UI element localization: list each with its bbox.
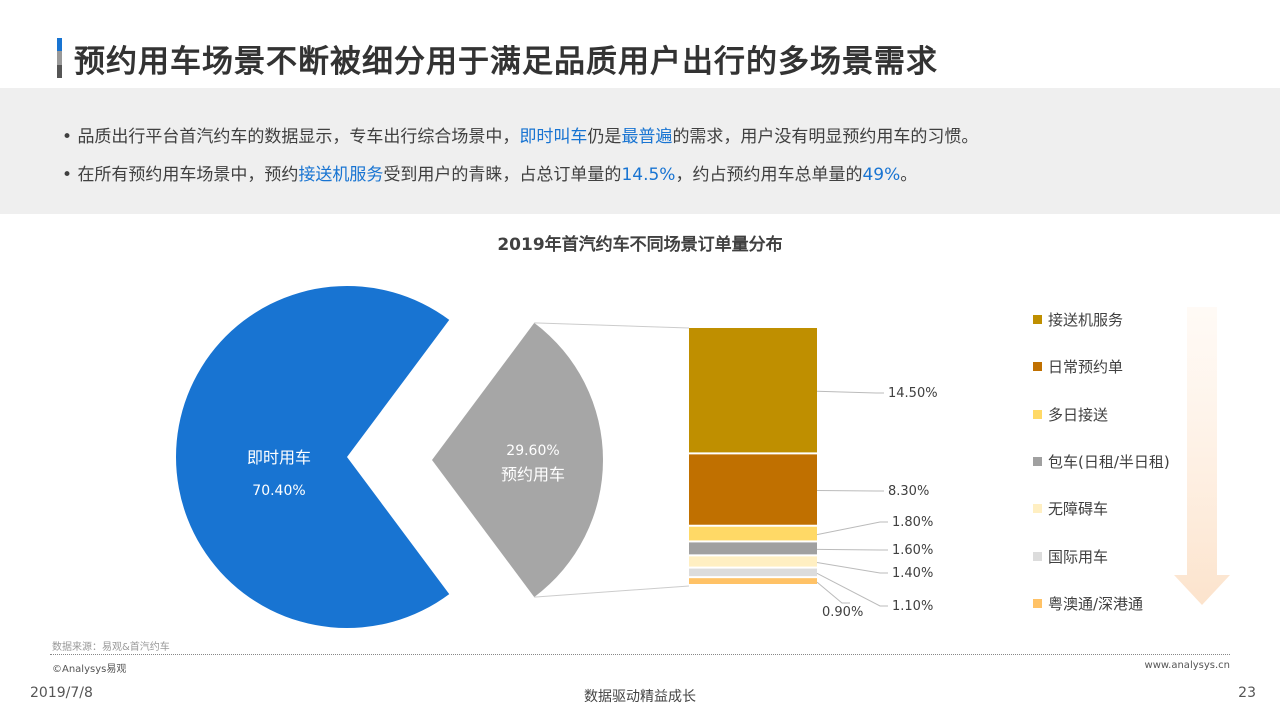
legend-swatch bbox=[1033, 598, 1042, 608]
legend-item: 多日接送 bbox=[1033, 404, 1108, 425]
bar-data-label: 8.30% bbox=[888, 484, 929, 499]
bullet-text: 受到用户的青睐，占总订单量的 bbox=[383, 165, 622, 185]
title-accent-bar bbox=[57, 38, 62, 78]
pie-label-name: 即时用车 bbox=[247, 448, 311, 467]
leader-line bbox=[816, 390, 884, 394]
bullet-text: ，约占预约用车总单量的 bbox=[675, 165, 863, 185]
pie-label-value: 70.40% bbox=[252, 483, 305, 499]
bar-segment bbox=[689, 542, 817, 555]
legend-item: 国际用车 bbox=[1033, 546, 1108, 567]
bar-data-label: 1.60% bbox=[892, 543, 933, 558]
legend-label: 无障碍车 bbox=[1048, 500, 1109, 519]
pie-label-value: 29.60% bbox=[506, 443, 559, 459]
leader-line bbox=[816, 521, 888, 536]
highlight-text: 49% bbox=[862, 165, 901, 185]
bullet-dot: • bbox=[62, 127, 78, 147]
legend-swatch bbox=[1033, 409, 1042, 419]
bar-data-label: 1.10% bbox=[892, 599, 933, 614]
pie-label-name: 预约用车 bbox=[501, 465, 565, 484]
leader-line bbox=[816, 572, 888, 607]
bar-segment bbox=[689, 328, 817, 453]
legend-label: 接送机服务 bbox=[1048, 311, 1124, 329]
legend-label: 日常预约单 bbox=[1048, 358, 1124, 377]
legend-swatch bbox=[1033, 504, 1042, 514]
legend-item: 粤澳通/深港通 bbox=[1033, 593, 1143, 614]
legend-item: 日常预约单 bbox=[1033, 356, 1123, 377]
legend-label: 国际用车 bbox=[1048, 547, 1109, 566]
highlight-text: 即时叫车 bbox=[519, 127, 588, 147]
leader-line bbox=[816, 561, 888, 574]
highlight-text: 接送机服务 bbox=[298, 165, 384, 185]
page-number: 23 bbox=[1238, 685, 1256, 701]
summary-band bbox=[0, 88, 1280, 214]
bullet-text: 的需求，用户没有明显预约用车的习惯。 bbox=[672, 127, 979, 147]
bar-segment bbox=[689, 568, 817, 577]
connector-line bbox=[534, 322, 690, 329]
bullet-text: 品质出行平台首汽约车的数据显示，专车出行综合场景中， bbox=[77, 127, 520, 147]
slogan: 数据驱动精益成长 bbox=[584, 689, 696, 705]
bullet-text: 在所有预约用车场景中，预约 bbox=[77, 165, 299, 185]
footer-divider bbox=[50, 654, 1230, 655]
bullet-2: • 在所有预约用车场景中，预约接送机服务受到用户的青睐，占总订单量的14.5%，… bbox=[62, 160, 917, 185]
bullet-text: 。 bbox=[900, 165, 918, 185]
legend-swatch bbox=[1033, 456, 1042, 466]
legend-item: 接送机服务 bbox=[1033, 309, 1123, 330]
highlight-text: 最普遍 bbox=[621, 127, 673, 147]
bullet-1: • 品质出行平台首汽约车的数据显示，专车出行综合场景中，即时叫车仍是最普遍的需求… bbox=[62, 122, 978, 147]
leader-line bbox=[816, 581, 850, 604]
bullet-dot: • bbox=[62, 165, 78, 185]
bar-data-label: 14.50% bbox=[888, 386, 938, 401]
bar-data-label: 1.40% bbox=[892, 566, 933, 581]
page-title: 预约用车场景不断被细分用于满足品质用户出行的多场景需求 bbox=[74, 44, 938, 80]
legend-label: 多日接送 bbox=[1048, 405, 1109, 424]
leader-line bbox=[816, 548, 888, 551]
bar-segment bbox=[689, 556, 817, 567]
legend-label: 包车(日租/半日租) bbox=[1048, 452, 1170, 471]
legend-item: 无障碍车 bbox=[1033, 498, 1108, 519]
highlight-text: 14.5% bbox=[621, 165, 676, 185]
data-source: 数据来源：易观&首汽约车 bbox=[52, 642, 170, 653]
bar-segment bbox=[689, 526, 817, 541]
bar-segment bbox=[689, 578, 817, 584]
pie-slice-instant bbox=[175, 285, 450, 628]
bullet-text: 仍是 bbox=[587, 127, 622, 147]
website-link[interactable]: www.analysys.cn bbox=[1144, 660, 1230, 671]
date: 2019/7/8 bbox=[30, 685, 93, 701]
pie-slice-reserved bbox=[432, 322, 603, 598]
copyright: ©Analysys易观 bbox=[52, 664, 127, 675]
legend-item: 包车(日租/半日租) bbox=[1033, 451, 1170, 472]
bar-segment bbox=[689, 454, 817, 525]
connector-line bbox=[534, 585, 690, 598]
legend-swatch bbox=[1033, 315, 1042, 324]
down-arrow-decoration bbox=[1174, 307, 1230, 605]
bar-data-label: 1.80% bbox=[892, 515, 933, 530]
legend-swatch bbox=[1033, 362, 1042, 372]
legend-label: 粤澳通/深港通 bbox=[1048, 594, 1144, 613]
legend-swatch bbox=[1033, 551, 1042, 561]
chart-title: 2019年首汽约车不同场景订单量分布 bbox=[497, 235, 783, 255]
bar-data-label: 0.90% bbox=[822, 605, 863, 620]
